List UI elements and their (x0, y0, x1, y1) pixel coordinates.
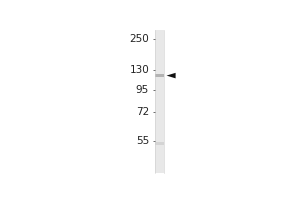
Polygon shape (167, 73, 176, 78)
Bar (155, 142, 164, 145)
Text: 95: 95 (136, 85, 149, 95)
Text: 250: 250 (129, 34, 149, 44)
Text: 72: 72 (136, 107, 149, 117)
Bar (155, 74, 164, 77)
Bar (155, 30, 164, 173)
Text: 55: 55 (136, 136, 149, 146)
Text: 130: 130 (129, 65, 149, 75)
